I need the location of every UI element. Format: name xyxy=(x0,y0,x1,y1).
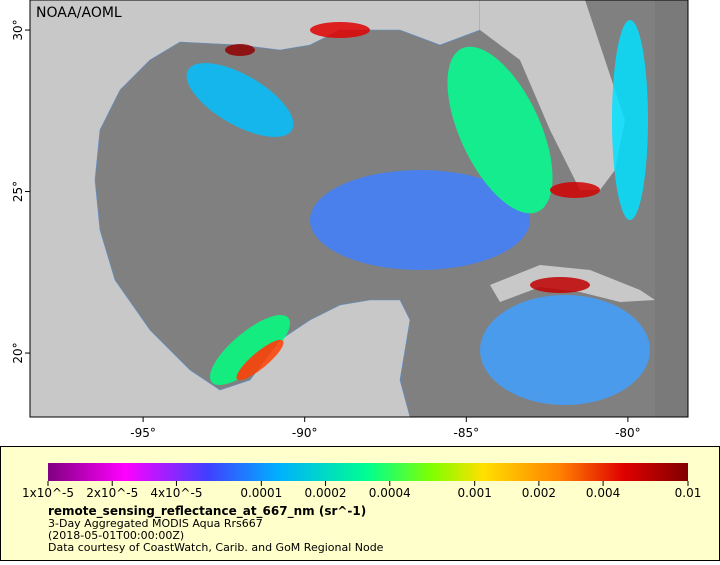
lon-tick-label: -80° xyxy=(615,426,641,440)
credit: NOAA/AOML xyxy=(36,5,122,21)
map-frame xyxy=(29,0,689,418)
lon-tick-label: -95° xyxy=(130,426,156,440)
lat-tick-label: 20° xyxy=(11,342,25,363)
colorbar-tick-label: 0.0002 xyxy=(305,486,347,500)
lon-tick-label: -85° xyxy=(453,426,479,440)
map: NOAA/AOML xyxy=(30,0,688,417)
legend-line: Data courtesy of CoastWatch, Carib. and … xyxy=(48,541,384,554)
lat-tick-label: 25° xyxy=(11,181,25,202)
colorbar-tick-label: 1x10^-5 xyxy=(22,486,74,500)
land xyxy=(480,0,625,190)
variable-name: remote_sensing_reflectance_at_667_nm (sr… xyxy=(48,504,366,519)
colorbar xyxy=(48,463,688,481)
colorbar-tick-label: 0.004 xyxy=(586,486,620,500)
colorbar-tick-label: 0.01 xyxy=(675,486,702,500)
no-data xyxy=(655,0,688,417)
colorbar-tick-label: 0.002 xyxy=(522,486,556,500)
colorbar-tick-label: 4x10^-5 xyxy=(150,486,202,500)
legend-line: (2018-05-01T00:00:00Z) xyxy=(48,529,184,542)
colorbar-tick-label: 0.0001 xyxy=(240,486,282,500)
legend-line: 3-Day Aggregated MODIS Aqua Rrs667 xyxy=(48,517,263,530)
lon-tick-label: -90° xyxy=(292,426,318,440)
colorbar-tick-label: 0.001 xyxy=(457,486,491,500)
colorbar-tick-label: 0.0004 xyxy=(369,486,411,500)
data-swath xyxy=(186,20,650,405)
lat-tick-label: 30° xyxy=(11,19,25,40)
colorbar-tick-label: 2x10^-5 xyxy=(86,486,138,500)
